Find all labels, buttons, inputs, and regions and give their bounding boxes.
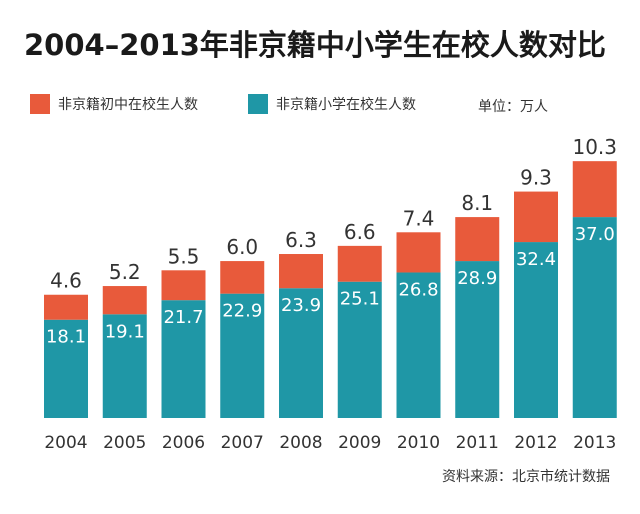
data-label-primary-2011: 28.9: [457, 268, 497, 289]
x-tick-label-2010: 2010: [397, 433, 440, 453]
data-label-primary-2008: 23.9: [281, 295, 321, 316]
bar-primary-2008: [279, 288, 323, 418]
bar-primary-2010: [396, 272, 441, 418]
legend-swatch-primary: [248, 94, 268, 114]
data-label-primary-2010: 26.8: [398, 279, 438, 300]
bar-middle-2005: [102, 286, 147, 315]
data-label-primary-2005: 19.1: [105, 321, 145, 342]
data-label-primary-2006: 21.7: [163, 307, 203, 328]
legend-swatch-middle: [30, 94, 50, 114]
bar-middle-2013: [572, 161, 617, 218]
data-label-total-2005: 5.2: [109, 260, 141, 284]
bar-middle-2007: [220, 261, 265, 294]
bar-primary-2011: [455, 261, 500, 418]
x-tick-label-2013: 2013: [573, 433, 616, 453]
bar-primary-2006: [161, 300, 206, 418]
x-tick-label-2006: 2006: [162, 433, 205, 453]
x-tick-label-2004: 2004: [44, 433, 87, 453]
legend-label-primary: 非京籍小学在校生人数: [276, 97, 416, 113]
bar-middle-2006: [161, 270, 206, 301]
data-label-primary-2012: 32.4: [516, 249, 556, 270]
bar-middle-2011: [455, 217, 500, 262]
unit-label: 单位：万人: [478, 99, 548, 115]
data-label-total-2007: 6.0: [226, 235, 258, 259]
bar-primary-2009: [337, 281, 382, 418]
bar-middle-2004: [44, 294, 88, 320]
data-label-primary-2004: 18.1: [46, 327, 86, 348]
data-label-primary-2007: 22.9: [222, 301, 262, 322]
data-label-total-2006: 5.5: [168, 244, 200, 268]
data-label-primary-2009: 25.1: [340, 289, 380, 310]
data-label-total-2010: 7.4: [403, 206, 435, 230]
legend: 非京籍初中在校生人数 非京籍小学在校生人数 单位：万人: [30, 94, 620, 120]
bar-middle-2010: [396, 232, 441, 273]
x-tick-label-2008: 2008: [279, 433, 322, 453]
source-note: 资料来源：北京市统计数据: [442, 469, 610, 485]
data-label-total-2013: 10.3: [572, 135, 617, 159]
bar-middle-2012: [514, 191, 558, 243]
bar-primary-2005: [102, 314, 147, 418]
x-tick-label-2011: 2011: [456, 433, 499, 453]
bar-primary-2013: [572, 217, 617, 418]
chart-title: 2004–2013年非京籍中小学生在校人数对比: [24, 28, 606, 62]
bar-middle-2008: [279, 254, 323, 289]
bar-primary-2012: [514, 242, 558, 418]
data-label-primary-2013: 37.0: [575, 224, 615, 245]
data-label-total-2011: 8.1: [461, 191, 493, 215]
data-label-total-2009: 6.6: [344, 220, 376, 244]
data-label-total-2004: 4.6: [50, 269, 82, 293]
x-tick-label-2009: 2009: [338, 433, 381, 453]
bar-primary-2004: [44, 319, 88, 418]
legend-item-middle: 非京籍初中在校生人数: [30, 94, 198, 114]
data-label-total-2008: 6.3: [285, 228, 317, 252]
x-tick-label-2012: 2012: [514, 433, 557, 453]
legend-item-primary: 非京籍小学在校生人数: [248, 94, 416, 114]
data-label-total-2012: 9.3: [520, 166, 552, 190]
x-tick-label-2005: 2005: [103, 433, 146, 453]
bar-primary-2007: [220, 293, 265, 418]
legend-label-middle: 非京籍初中在校生人数: [58, 97, 198, 113]
bar-middle-2009: [337, 245, 382, 282]
x-tick-label-2007: 2007: [221, 433, 264, 453]
